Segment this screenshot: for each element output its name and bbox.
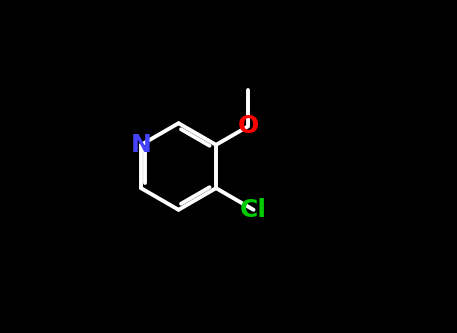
Text: Cl: Cl xyxy=(240,198,267,222)
Text: N: N xyxy=(131,133,152,157)
Text: O: O xyxy=(237,115,259,139)
